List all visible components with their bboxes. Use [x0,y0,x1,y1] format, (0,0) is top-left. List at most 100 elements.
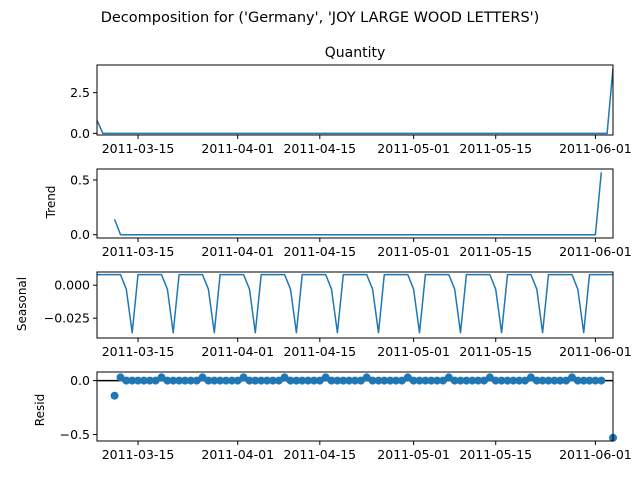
trend-panel: 2011-03-15 2011-04-01 2011-04-15 2011-05-01… [70,168,632,259]
seasonal-xtick-label: 2011-06-01 [559,344,632,359]
resid-point [233,376,242,385]
resid-point [286,376,295,385]
resid-point [444,373,453,382]
resid-point [145,376,154,385]
resid-point [409,376,418,385]
resid-point [544,376,553,385]
resid-point [181,376,189,385]
seasonal-xtick-label: 2011-05-15 [459,344,532,359]
resid-point [462,376,471,385]
trend-axes-frame [96,168,614,239]
resid-point [368,376,377,385]
resid-point [351,376,359,385]
resid-point [345,376,354,385]
resid-point [198,373,207,382]
resid-point [134,376,142,385]
resid-point [509,376,518,385]
seasonal-panel: 2011-03-15 2011-04-01 2011-04-15 2011-05-01… [44,271,632,359]
seasonal-axes-frame [96,271,614,339]
quantity-panel: 2011-03-15 2011-04-01 2011-04-15 2011-05-01… [70,64,632,156]
resid-point [491,376,500,385]
resid-point [210,376,219,385]
resid-point [515,376,524,385]
resid-panel: 2011-03-15 2011-04-01 2011-04-15 2011-05-01… [60,371,632,462]
figure-title: Decomposition for ('Germany', 'JOY LARGE… [101,10,540,26]
resid-point [503,376,512,385]
resid-xtick-label: 2011-04-01 [201,447,274,462]
resid-point [474,376,483,385]
quantity-xtick-label: 2011-04-01 [201,141,274,156]
resid-point [597,376,606,385]
trend-ytick-label: 0.5 [70,172,90,187]
resid-point [392,376,400,385]
trend-xtick-label: 2011-04-01 [201,244,274,259]
quantity-xtick-label: 2011-06-01 [559,141,632,156]
resid-point [386,376,395,385]
resid-point [128,376,137,385]
resid-point [362,373,371,382]
resid-ytick-label: 0.0 [70,373,90,388]
resid-point [450,376,459,385]
resid-point [468,376,477,385]
resid-point [304,376,313,385]
resid-point [573,376,582,385]
resid-point [216,376,225,385]
resid-point [433,376,442,385]
resid-point [151,376,160,385]
resid-ylabel: Resid [33,394,47,426]
resid-point [421,376,430,385]
resid-point [298,376,307,385]
resid-point [204,376,213,385]
resid-xtick-label: 2011-05-01 [377,447,450,462]
panel-title: Quantity [325,45,386,61]
quantity-ytick-label: 0.0 [70,126,90,141]
resid-point [579,376,588,385]
trend-xtick-label: 2011-06-01 [559,244,632,259]
resid-point [585,376,594,385]
resid-point [339,376,348,385]
resid-point [497,376,506,385]
resid-xtick-label: 2011-04-15 [283,447,356,462]
quantity-ytick-label: 2.5 [70,85,90,100]
resid-xtick-label: 2011-03-15 [102,447,175,462]
resid-point [245,376,254,385]
resid-point [315,376,324,385]
trend-series-line [113,172,603,236]
resid-xtick-label: 2011-05-15 [459,447,532,462]
resid-point [591,376,600,385]
resid-point [157,373,166,382]
resid-point [562,376,571,385]
resid-point [222,376,230,385]
trend-xtick-label: 2011-05-15 [459,244,532,259]
resid-point [556,376,565,385]
resid-axes-frame [96,371,614,442]
resid-outlier-point [110,391,119,400]
quantity-xtick-label: 2011-05-15 [459,141,532,156]
resid-point [333,376,342,385]
quantity-series-line [97,68,613,135]
resid-point [310,376,318,385]
resid-point [139,376,148,385]
resid-point [186,376,195,385]
quantity-xtick-label: 2011-03-15 [102,141,175,156]
resid-point [251,376,260,385]
seasonal-xtick-label: 2011-04-15 [283,344,356,359]
resid-point [480,376,488,385]
resid-point [532,376,541,385]
resid-point [380,376,389,385]
resid-point [227,376,236,385]
trend-xtick-label: 2011-05-01 [377,244,450,259]
resid-point [268,376,277,385]
trend-xtick-label: 2011-04-15 [283,244,356,259]
seasonal-xtick-label: 2011-05-01 [377,344,450,359]
resid-point [292,376,301,385]
resid-ytick-label: −0.5 [60,427,90,442]
quantity-xtick-label: 2011-04-15 [283,141,356,156]
trend-ylabel: Trend [44,186,58,220]
seasonal-ylabel: Seasonal [15,277,29,331]
resid-point [550,376,559,385]
seasonal-series-line [97,273,613,334]
resid-point [427,376,436,385]
resid-point [374,376,383,385]
